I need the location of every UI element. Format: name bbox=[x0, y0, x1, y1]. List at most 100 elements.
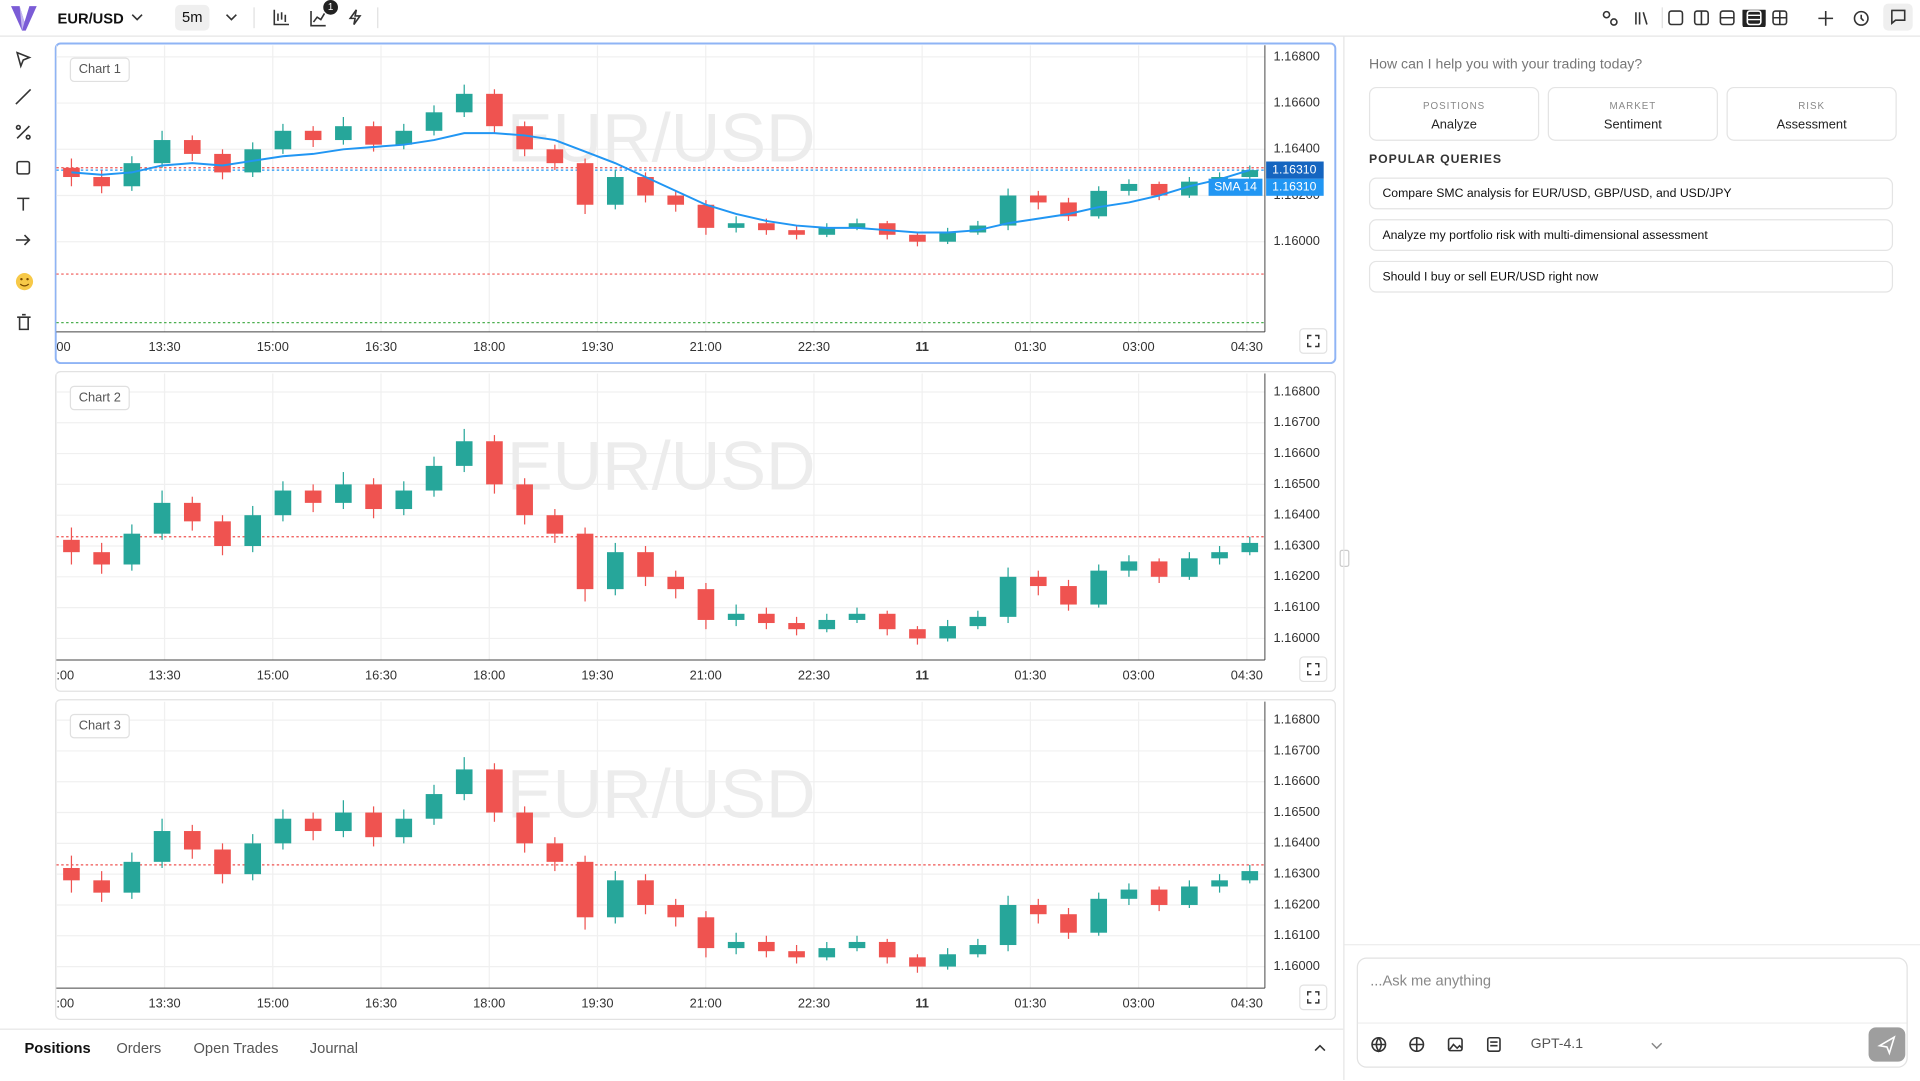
candle-body bbox=[546, 515, 564, 534]
resize-handle[interactable] bbox=[1339, 549, 1350, 567]
expand-box bbox=[1299, 984, 1328, 1011]
alerts-button[interactable] bbox=[347, 9, 364, 26]
expand-box bbox=[1299, 656, 1328, 683]
candle-body bbox=[1150, 183, 1168, 196]
expand-button[interactable] bbox=[1299, 984, 1328, 1011]
input-tools[interactable] bbox=[1370, 1036, 1517, 1053]
candle-body bbox=[214, 521, 231, 547]
sma-name: SMA 14 bbox=[1214, 179, 1257, 193]
plot: EUR/USD bbox=[56, 45, 1265, 332]
x-tick-label: 04:30 bbox=[1231, 667, 1263, 682]
tab[interactable]: Positions bbox=[24, 1039, 91, 1057]
chat-input[interactable]: ...Ask me anything GPT-4.1 bbox=[1356, 957, 1908, 1068]
x-tick-label: 01:30 bbox=[1014, 667, 1046, 682]
candle-body bbox=[606, 552, 624, 590]
indicators-button[interactable] bbox=[310, 10, 327, 27]
y-tick-label: 1.16500 bbox=[1273, 804, 1319, 819]
rect-tool[interactable] bbox=[16, 160, 31, 175]
y-tick-label: 1.16000 bbox=[1273, 630, 1319, 645]
candle-body bbox=[969, 616, 987, 627]
library-button[interactable] bbox=[1633, 10, 1650, 27]
candle-body bbox=[1181, 558, 1198, 577]
x-tick-label: 00 bbox=[56, 339, 70, 354]
candle-body bbox=[818, 227, 836, 235]
candle-body bbox=[183, 502, 201, 522]
y-tick-label: 1.16800 bbox=[1273, 383, 1319, 398]
line-tool[interactable] bbox=[15, 88, 32, 105]
x-tick-label: 03:00 bbox=[1123, 339, 1155, 354]
suggestion-card[interactable]: POSITIONS Analyze bbox=[1368, 86, 1540, 141]
candle-body bbox=[395, 130, 413, 145]
candle-body bbox=[878, 613, 896, 630]
card-label: POSITIONS bbox=[1422, 100, 1486, 112]
candle-body bbox=[153, 831, 171, 862]
expand-icon bbox=[1307, 991, 1320, 1004]
symbol-chevron[interactable] bbox=[131, 12, 143, 22]
y-tick-label: 1.16100 bbox=[1273, 599, 1319, 614]
tab[interactable]: Open Trades bbox=[193, 1039, 279, 1057]
x-tick-label: 18:00 bbox=[473, 667, 505, 682]
delete-tool[interactable] bbox=[17, 313, 31, 331]
model-chevron[interactable] bbox=[1651, 1041, 1663, 1051]
query-button[interactable]: Should I buy or sell EUR/USD right now bbox=[1368, 260, 1894, 293]
candle-body bbox=[818, 948, 836, 958]
layout-buttons[interactable] bbox=[1668, 9, 1790, 27]
send-button[interactable] bbox=[1868, 1027, 1906, 1062]
candle-body bbox=[758, 613, 775, 624]
expand-button[interactable] bbox=[1299, 328, 1328, 354]
x-tick-label: 01:30 bbox=[1014, 995, 1046, 1010]
y-tick-label: 1.16400 bbox=[1273, 835, 1319, 850]
candle-body bbox=[576, 163, 594, 205]
plot: EUR/USD bbox=[56, 373, 1265, 661]
assistant-panel: How can I help you with your trading tod… bbox=[1343, 35, 1920, 1080]
candle-body bbox=[1060, 586, 1077, 605]
candle-body bbox=[516, 126, 533, 150]
candle-body bbox=[425, 112, 443, 131]
query-button[interactable]: Analyze my portfolio risk with multi-dim… bbox=[1368, 219, 1894, 252]
candle-body bbox=[214, 153, 231, 173]
candle-body bbox=[274, 818, 292, 844]
top-bar: EUR/USD 5m 1 bbox=[0, 0, 1920, 37]
candle-body bbox=[516, 484, 533, 516]
chart-type-button[interactable] bbox=[273, 9, 290, 26]
candle-body bbox=[486, 441, 503, 485]
interval-chevron[interactable] bbox=[225, 12, 237, 22]
sma-name-box bbox=[1208, 178, 1263, 196]
model-select[interactable]: GPT-4.1 bbox=[1530, 1037, 1584, 1052]
y-tick-label: 1.16500 bbox=[1273, 476, 1319, 491]
arrow-tool[interactable] bbox=[15, 234, 31, 246]
text-tool[interactable] bbox=[17, 197, 30, 211]
candle-body bbox=[999, 904, 1017, 946]
y-tick-label: 1.16700 bbox=[1273, 414, 1319, 429]
cursor-tool[interactable] bbox=[15, 51, 32, 69]
interval[interactable]: 5m bbox=[175, 4, 210, 31]
candle-body bbox=[576, 533, 594, 590]
symbol[interactable]: EUR/USD bbox=[57, 9, 124, 27]
tab[interactable]: Journal bbox=[309, 1039, 358, 1057]
tab[interactable]: Orders bbox=[116, 1039, 162, 1057]
candle-body bbox=[788, 951, 805, 958]
candle-body bbox=[758, 223, 775, 231]
suggestion-card[interactable]: RISK Assessment bbox=[1726, 86, 1897, 141]
x-tick-label: 13:30 bbox=[148, 667, 180, 682]
plot: EUR/USD bbox=[56, 701, 1265, 989]
candle-body bbox=[878, 223, 896, 235]
percent-tool[interactable] bbox=[15, 124, 31, 140]
query-button[interactable]: Compare SMC analysis for EUR/USD, GBP/US… bbox=[1368, 177, 1894, 210]
suggestion-card[interactable]: MARKET Sentiment bbox=[1547, 86, 1718, 141]
emoji-tool[interactable] bbox=[15, 273, 34, 291]
history-button[interactable] bbox=[1853, 10, 1870, 27]
drawing-toolbar bbox=[15, 51, 34, 331]
chat-button[interactable] bbox=[1883, 3, 1913, 31]
card-label: MARKET bbox=[1609, 100, 1657, 112]
candle-body bbox=[1090, 570, 1108, 605]
expand-button[interactable] bbox=[1299, 656, 1328, 683]
y-tick-label: 1.16600 bbox=[1273, 773, 1319, 788]
expand-icon bbox=[1307, 334, 1320, 348]
candle-body bbox=[214, 849, 231, 875]
compare-button[interactable] bbox=[1602, 10, 1619, 27]
candle-body bbox=[395, 490, 413, 510]
send-icon bbox=[1877, 1035, 1896, 1056]
add-button[interactable] bbox=[1817, 10, 1834, 27]
collapse-button[interactable] bbox=[1314, 1043, 1326, 1053]
